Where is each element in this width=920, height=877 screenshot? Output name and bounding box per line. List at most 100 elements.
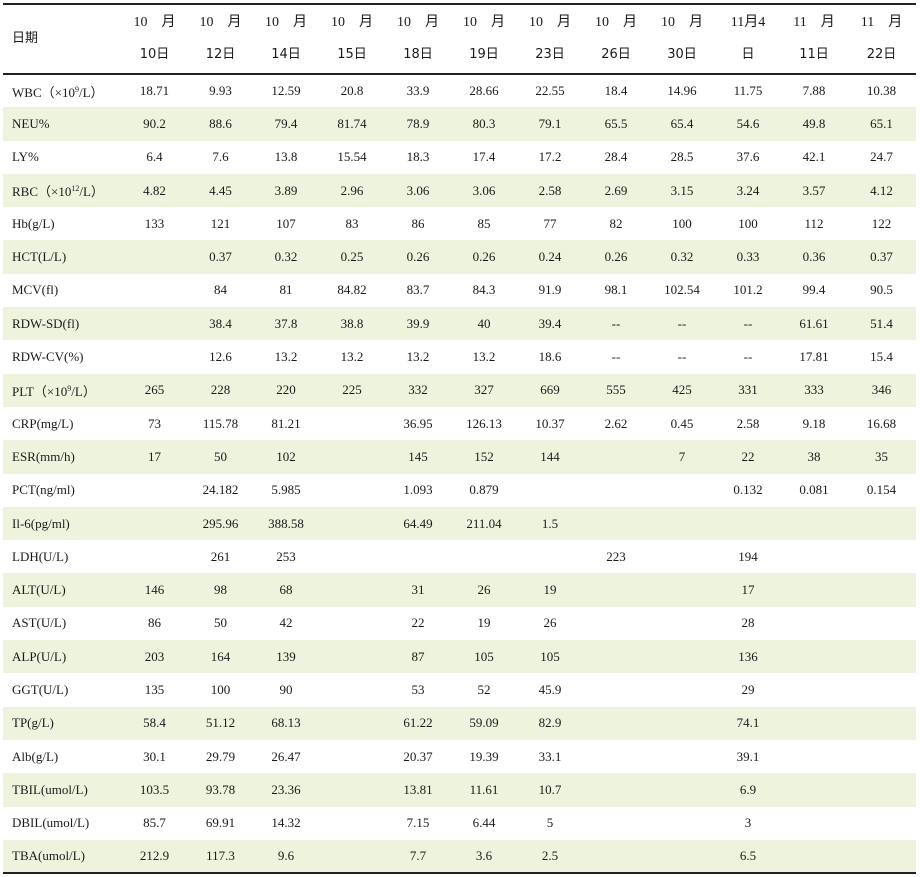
table-cell: 6.9 [739,781,757,797]
row-label-text: WBC（×10 [12,84,75,100]
table-cell: 0.32 [670,249,694,265]
table-cell: 295.96 [202,515,239,531]
table-cell: 11.75 [733,83,763,99]
date-header-day: 10日 [139,47,170,62]
table-cell [583,807,649,840]
table-cell: 18.6 [538,349,562,365]
table-cell: 105 [540,648,560,664]
table-row: AST(U/L) 86 50 42 22 19 26 28 [3,606,916,641]
table-cell: 28.66 [469,83,499,99]
table-cell: 0.36 [802,249,826,265]
row-label: RDW-CV(%) [3,340,121,373]
row-label: Il-6(pg/ml) [3,507,121,540]
table-cell [781,540,847,573]
table-cell [649,507,715,540]
table-cell [121,474,188,507]
table-cell: 9.6 [277,847,295,863]
table-cell: 194 [738,548,758,564]
table-cell: 223 [606,548,626,564]
table-cell: 7.6 [212,149,229,165]
table-cell: 6.5 [739,847,757,863]
table-cell [649,773,715,806]
table-cell: -- [677,315,687,331]
table-cell: 37.6 [736,149,760,165]
table-cell [847,607,916,640]
table-cell: 115.78 [202,415,239,431]
date-header-month: 10 月 [463,15,505,30]
table-row: ALT(U/L) 146 98 68 31 26 19 17 [3,573,916,607]
table-cell [319,707,385,740]
row-label: AST(U/L) [3,607,121,640]
date-column-header: 10 月 14日 [253,4,319,75]
row-label: CRP(mg/L) [3,407,121,440]
table-cell: 30.1 [143,748,166,764]
table-row: RDW-CV(%) 12.6 13.2 13.2 13.2 13.2 18.6 -- -- -- 1… [3,340,916,374]
table-cell [847,740,916,773]
table-cell: 61.22 [403,715,433,731]
table-cell [781,807,847,840]
date-header-month: 11月4 [730,15,766,30]
table-row: Il-6(pg/ml) 295.96 388.58 64.49 211.04 1.5 [3,506,916,541]
table-cell: 20.8 [340,83,364,99]
table-cell: 107 [276,215,296,231]
table-cell [517,540,583,573]
row-label-text: PLT（×10 [12,383,68,399]
table-cell: 51.4 [870,315,893,331]
date-column-header: 10 月 26日 [583,4,649,75]
table-cell [649,740,715,773]
table-cell [847,773,916,806]
table-cell: 0.26 [406,249,430,265]
table-row: CRP(mg/L) 73 115.78 81.21 36.95 126.13 10.37 2.… [3,406,916,441]
row-label-text: PCT(ng/ml) [12,482,75,498]
table-cell: 203 [144,648,165,664]
table-cell: 9.93 [209,83,232,99]
table-cell [649,707,715,740]
table-cell: 10.38 [866,83,897,99]
table-cell: 90.5 [870,282,893,298]
table-cell: 0.32 [274,249,298,265]
table-cell: 4.45 [209,182,232,198]
date-header-day: 15日 [337,47,367,62]
table-cell [121,307,188,340]
table-cell: 81 [279,282,293,298]
table-cell: 24.7 [870,149,893,165]
header-row: 日期 10 月 10日 10 月 12日 10 月 14日 10 月 15日 10 月 18日 10… [3,4,916,75]
table-cell [847,840,916,873]
table-cell: 49.8 [802,115,826,131]
table-cell: 2.58 [538,182,562,198]
row-label-exponent: 9 [67,383,72,393]
table-cell: 13.2 [472,349,496,365]
table-cell [781,607,847,640]
table-row: TBA(umol/L) 212.9 117.3 9.6 7.7 3.6 2.5 6.5 [3,839,916,874]
table-cell [319,740,385,773]
date-column-header: 10 月 23日 [517,4,583,75]
date-header-day: 12日 [205,47,236,62]
table-body: WBC（×109/L） 18.71 9.93 12.59 20.8 33.9 28.66 22… [3,74,916,874]
table-cell: 100 [210,681,231,697]
table-cell: 86 [411,215,425,231]
table-cell: 121 [210,215,231,231]
table-cell: 91.9 [538,282,562,298]
table-cell: 31 [411,582,425,598]
table-cell: 42.1 [802,149,826,165]
row-label-text: ALP(U/L) [12,648,67,664]
table-cell: 39.1 [736,748,760,764]
table-cell [781,740,847,773]
table-cell: 105 [474,648,494,664]
table-cell: 79.1 [538,115,562,131]
table-cell: 82.9 [538,715,562,731]
table-cell: 22 [741,448,755,464]
table-cell: 2.58 [736,415,760,431]
table-cell [781,640,847,673]
table-cell: 90 [279,681,293,697]
table-cell: 85 [477,215,491,231]
table-cell: 13.2 [340,349,364,365]
row-label: Alb(g/L) [3,740,121,773]
table-cell: 164 [210,648,231,664]
table-cell [781,707,847,740]
table-cell: -- [743,315,753,331]
table-cell: 2.62 [604,415,628,431]
table-cell: 40 [477,315,491,331]
table-cell: 53 [411,681,425,697]
table-cell: 24.182 [202,482,239,498]
